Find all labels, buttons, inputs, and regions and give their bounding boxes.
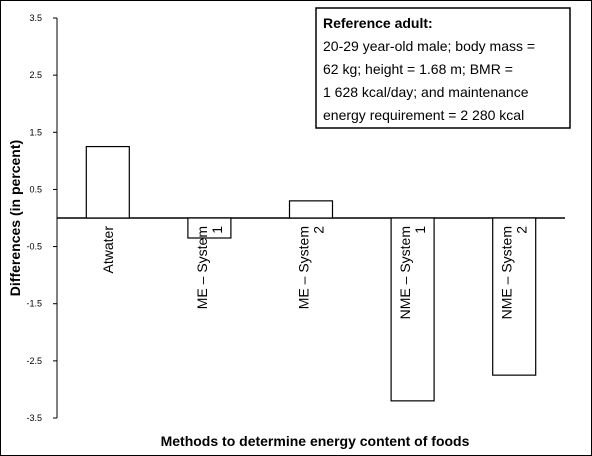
y-tick-label: 1.5 xyxy=(29,127,42,137)
annotation-line: 1 628 kcal/day; and maintenance xyxy=(323,84,529,100)
bar xyxy=(187,217,232,239)
y-tick-label: 2.5 xyxy=(29,70,42,80)
bar xyxy=(492,217,537,376)
category-label: NME – System xyxy=(499,226,515,319)
bars xyxy=(85,145,537,402)
y-tick-label: -3.5 xyxy=(26,413,42,423)
bar xyxy=(85,145,130,219)
annotation-box-border xyxy=(315,7,571,129)
bar xyxy=(390,217,435,402)
annotation-box: Reference adult: 20-29 year-old male; bo… xyxy=(315,7,571,129)
category-label: ME – System xyxy=(296,226,312,309)
category-label: ME – System xyxy=(194,226,210,309)
y-tick-label: -2.5 xyxy=(26,356,42,366)
annotation-line: 20-29 year-old male; body mass = xyxy=(323,38,535,54)
annotation-title: Reference adult: xyxy=(323,15,433,31)
y-axis-title: Differences (in percent) xyxy=(7,140,23,296)
x-axis-title: Methods to determine energy content of f… xyxy=(161,433,470,449)
y-tick-label: 0.5 xyxy=(29,184,42,194)
category-label: 2 xyxy=(311,226,327,234)
annotation-line: energy requirement = 2 280 kcal xyxy=(323,107,524,123)
category-label: 2 xyxy=(514,226,530,234)
category-label: 1 xyxy=(209,226,225,234)
category-label: Atwater xyxy=(100,226,116,274)
category-label: NME – System xyxy=(397,226,413,319)
category-labels: Atwater ME – System 1 ME – System 2 NME – Sys… xyxy=(100,226,530,320)
category-label: 1 xyxy=(412,226,428,234)
annotation-line: 62 kg; height = 1.68 m; BMR = xyxy=(323,61,513,77)
bar xyxy=(288,200,334,219)
y-tick-label: -0.5 xyxy=(26,242,42,252)
y-tick-label: 3.5 xyxy=(29,13,42,23)
y-tick-label: -1.5 xyxy=(26,299,42,309)
